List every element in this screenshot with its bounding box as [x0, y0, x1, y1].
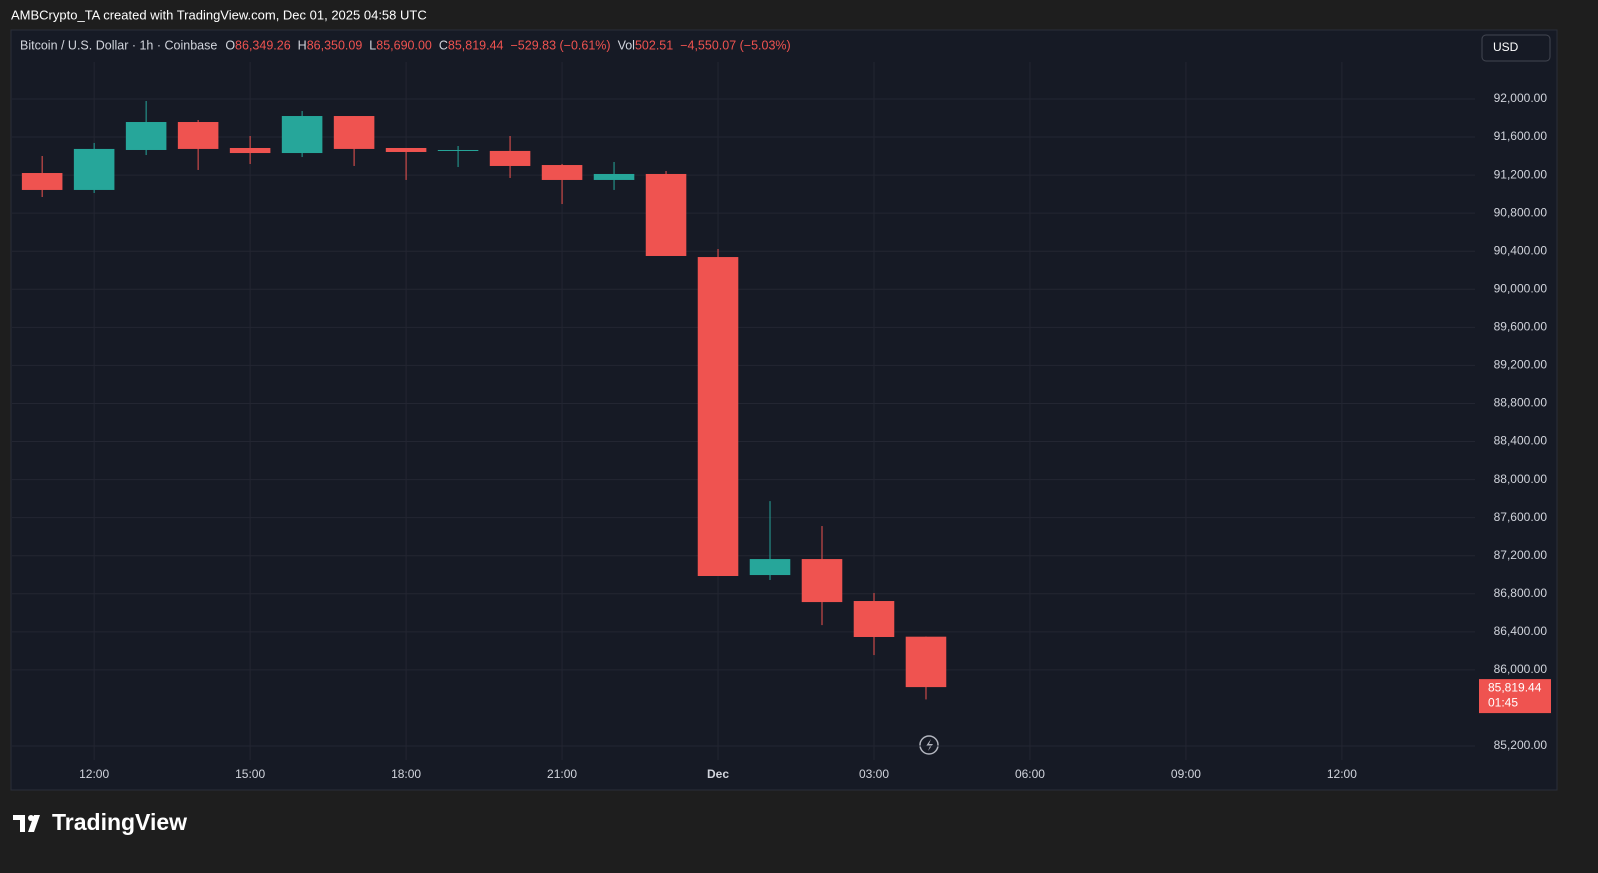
snap-icon[interactable] — [919, 735, 939, 755]
candle-body — [801, 559, 843, 603]
legend-value: 502.51 — [635, 38, 673, 52]
x-tick-label: 09:00 — [1171, 767, 1201, 781]
chart-pane — [10, 29, 1558, 791]
symbol: Bitcoin / U.S. Dollar · 1h · Coinbase — [20, 38, 217, 52]
currency-button[interactable] — [1481, 34, 1551, 62]
y-tick-label: 86,800.00 — [1494, 586, 1548, 600]
candle-body — [177, 122, 219, 149]
legend-key: H — [298, 38, 307, 52]
legend-value: −529.83 (−0.61%) — [511, 38, 611, 52]
y-tick-label: 86,000.00 — [1494, 662, 1548, 676]
x-tick-label: 15:00 — [235, 767, 265, 781]
candle-body — [749, 559, 791, 576]
legend-value: 85,690.00 — [376, 38, 432, 52]
credit: AMBCrypto_TA created with TradingView.co… — [11, 7, 427, 22]
candle-body — [593, 173, 635, 180]
y-tick-label: 90,800.00 — [1494, 205, 1548, 219]
y-tick-label: 89,600.00 — [1494, 320, 1548, 334]
x-tick-label: 21:00 — [547, 767, 577, 781]
y-tick-label: 88,000.00 — [1494, 472, 1548, 486]
candle-body — [645, 173, 687, 256]
y-tick-label: 92,000.00 — [1494, 91, 1548, 105]
legend-key: L — [369, 38, 376, 52]
x-tick-label: Dec — [707, 767, 729, 781]
logo-dot — [28, 815, 34, 821]
candle-body — [541, 165, 583, 180]
candle-body — [73, 148, 115, 190]
candle-body — [333, 116, 375, 149]
y-tick-label: 86,400.00 — [1494, 624, 1548, 638]
legend-value: 86,349.26 — [235, 38, 291, 52]
candle-body — [437, 149, 479, 151]
icon-bolt[interactable] — [926, 739, 933, 751]
candle-body — [229, 147, 271, 154]
legend-key: O — [225, 38, 235, 52]
x-tick-label: 06:00 — [1015, 767, 1045, 781]
brand: TradingView — [52, 809, 187, 835]
x-tick-label: 18:00 — [391, 767, 421, 781]
y-tick-label: 89,200.00 — [1494, 358, 1548, 372]
last-price-label: 85,819.44 — [1488, 680, 1542, 694]
legend-value: 86,350.09 — [307, 38, 363, 52]
x-tick-label: 12:00 — [79, 767, 109, 781]
y-tick-label: 91,200.00 — [1494, 167, 1548, 181]
x-tick-label: 12:00 — [1327, 767, 1357, 781]
icon-ring[interactable] — [919, 735, 939, 755]
y-tick-label: 88,400.00 — [1494, 434, 1548, 448]
y-tick-label: 87,200.00 — [1494, 548, 1548, 562]
y-tick-label: 90,400.00 — [1494, 243, 1548, 257]
logo — [13, 815, 40, 832]
legend-value: −4,550.07 (−5.03%) — [680, 38, 791, 52]
candle-body — [489, 150, 531, 166]
candle-body — [697, 257, 739, 576]
y-tick-label: 85,200.00 — [1494, 738, 1548, 752]
legend: Bitcoin / U.S. Dollar · 1h · Coinbase O 86… — [20, 38, 791, 52]
legend-key: Vol — [618, 38, 635, 52]
legend-value: 85,819.44 — [448, 38, 504, 52]
y-tick-label: 87,600.00 — [1494, 510, 1548, 524]
y-tick-label: 88,800.00 — [1494, 396, 1548, 410]
y-tick-label: 91,600.00 — [1494, 129, 1548, 143]
candle-body — [385, 147, 427, 152]
legend-key: C — [439, 38, 448, 52]
y-tick-label: 90,000.00 — [1494, 281, 1548, 295]
x-tick-label: 03:00 — [859, 767, 889, 781]
last-price-box — [1479, 679, 1551, 714]
candle-body — [905, 636, 947, 688]
candle-body — [281, 116, 323, 154]
candle-body — [125, 122, 167, 150]
countdown: 01:45 — [1488, 695, 1518, 709]
candle-body — [21, 173, 63, 190]
candle-body — [853, 601, 895, 637]
currency[interactable]: USD — [1493, 40, 1519, 54]
